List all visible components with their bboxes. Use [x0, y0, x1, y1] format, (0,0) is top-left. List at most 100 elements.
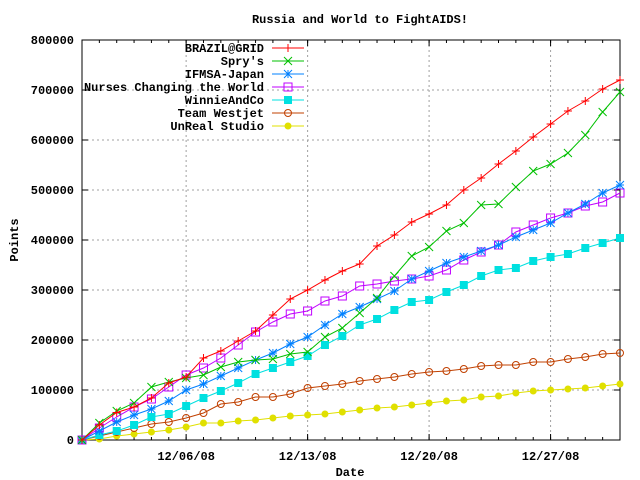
plus-marker — [199, 354, 208, 362]
data-point-plus — [284, 44, 292, 52]
circle-marker — [407, 370, 416, 378]
data-point-circle-filled — [425, 399, 433, 407]
grid — [82, 40, 620, 440]
circle-marker — [373, 404, 381, 412]
data-point-circle-open — [216, 400, 225, 408]
data-point-cross — [251, 355, 260, 365]
data-point-plus — [442, 201, 451, 209]
square-marker — [216, 387, 225, 395]
circle-marker — [581, 353, 590, 361]
data-point-square-open — [285, 309, 295, 319]
square-marker — [459, 281, 468, 289]
data-point-star — [598, 188, 607, 198]
data-point-circle-open — [182, 414, 191, 422]
square-marker — [284, 96, 292, 104]
data-point-circle-filled — [495, 392, 503, 400]
circle-marker — [599, 382, 607, 390]
data-point-circle-filled — [199, 419, 207, 427]
data-point-circle-filled — [338, 408, 346, 416]
data-point-circle-filled — [599, 382, 607, 390]
star-marker — [95, 426, 104, 436]
y-tick-label: 600000 — [31, 134, 74, 148]
square-marker — [598, 239, 607, 247]
y-tick-label: 400000 — [31, 234, 74, 248]
circle-marker — [390, 403, 398, 411]
data-point-square-filled — [616, 234, 624, 242]
legend-label: UnReal Studio — [170, 120, 264, 134]
data-point-star — [216, 371, 226, 381]
square-marker — [320, 296, 330, 306]
cross-marker — [320, 332, 330, 342]
circle-marker — [373, 375, 382, 383]
circle-marker — [442, 397, 450, 405]
data-point-circle-open — [284, 109, 292, 117]
x-tick-label: 12/06/08 — [157, 450, 215, 464]
data-point-circle-open — [199, 409, 208, 417]
data-point-star — [129, 410, 139, 420]
data-point-square-filled — [234, 379, 243, 387]
data-point-plus — [494, 160, 503, 168]
series-line — [81, 352, 621, 441]
data-point-square-filled — [320, 341, 329, 349]
data-point-plus — [477, 174, 486, 182]
circle-marker — [425, 368, 434, 376]
data-point-square-open — [355, 281, 365, 291]
data-point-square-filled — [459, 281, 468, 289]
data-point-cross — [199, 370, 208, 380]
legend-entry: Spry's — [221, 55, 304, 69]
circle-marker — [338, 408, 346, 416]
plus-marker — [373, 242, 382, 250]
plus-marker — [112, 408, 121, 417]
legend-label: Nurses Changing the World — [84, 81, 264, 95]
y-tick-label: 300000 — [31, 284, 74, 298]
data-point-circle-open — [563, 355, 572, 363]
legend-label: Team Westjet — [178, 107, 264, 121]
data-point-cross — [147, 382, 156, 392]
data-point-square-filled — [494, 266, 503, 274]
data-point-star — [476, 246, 486, 256]
data-point-star — [337, 309, 347, 319]
circle-marker — [598, 350, 607, 358]
y-tick-label: 0 — [67, 434, 74, 448]
data-point-circle-filled — [165, 426, 173, 434]
circle-marker — [216, 400, 225, 408]
data-point-circle-filled — [304, 411, 312, 419]
legend-entry: IFMSA-Japan — [185, 68, 304, 82]
square-marker — [355, 281, 365, 291]
data-point-star — [181, 385, 191, 395]
x-axis-label: Date — [336, 466, 365, 480]
cross-marker — [476, 200, 486, 210]
data-point-cross — [233, 357, 243, 367]
data-point-plus — [511, 147, 520, 155]
plus-marker — [477, 174, 486, 182]
data-point-star — [268, 348, 278, 358]
square-marker — [164, 410, 173, 418]
square-marker — [373, 315, 382, 323]
plus-marker — [251, 327, 260, 335]
data-point-plus — [216, 347, 225, 355]
circle-marker — [355, 377, 364, 385]
data-point-star — [442, 258, 451, 268]
plus-marker — [563, 107, 572, 115]
plus-marker — [407, 218, 416, 226]
cross-marker — [494, 199, 503, 209]
plus-marker — [130, 403, 139, 411]
square-marker — [616, 234, 624, 242]
square-marker — [130, 421, 139, 429]
square-marker — [234, 379, 243, 387]
plus-marker — [616, 76, 624, 84]
star-marker — [337, 309, 347, 319]
data-point-square-open — [283, 82, 293, 92]
data-point-square-filled — [407, 298, 416, 306]
data-point-circle-open — [494, 361, 503, 369]
data-point-circle-filled — [512, 389, 520, 397]
star-marker — [615, 180, 625, 190]
cross-marker — [424, 242, 434, 252]
data-point-plus — [407, 218, 416, 226]
data-point-circle-open — [164, 418, 173, 426]
data-point-plus — [563, 107, 572, 115]
data-point-plus — [616, 76, 624, 84]
data-point-square-open — [337, 291, 347, 301]
cross-marker — [615, 87, 625, 97]
